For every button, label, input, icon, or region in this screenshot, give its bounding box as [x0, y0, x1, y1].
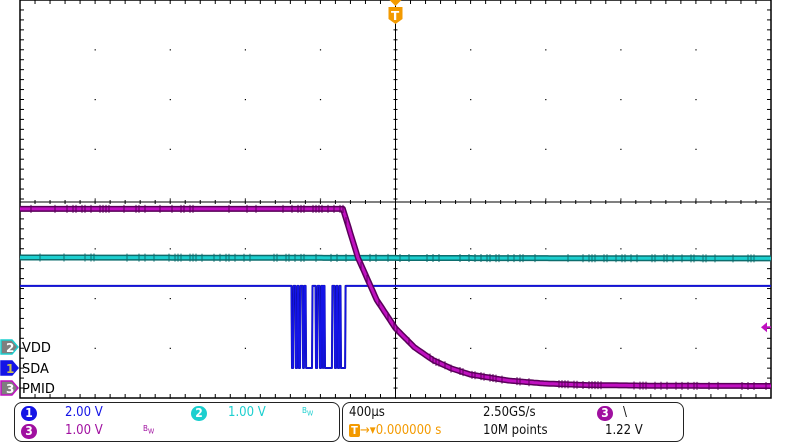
arrow-right-icon: →▾ — [360, 423, 376, 438]
time-per-division: 400µs — [349, 405, 385, 420]
grid-dot — [95, 248, 96, 249]
grid-dot — [620, 99, 621, 100]
trigger-channel-badge[interactable]: 3 — [597, 406, 613, 421]
channel-2-badge[interactable]: 2 — [191, 406, 207, 421]
channel-label-sda: SDA — [22, 362, 49, 377]
channel-1-badge[interactable]: 1 — [21, 406, 37, 421]
grid-dot — [470, 99, 471, 100]
grid-dot — [545, 348, 546, 349]
grid-dot — [95, 348, 96, 349]
grid-dot — [620, 149, 621, 150]
grid-dot — [695, 49, 696, 50]
channel-markers: 2 VDD 1 SDA 3 PMID T — [1, 0, 771, 397]
channel-label-pmid: PMID — [22, 382, 55, 397]
grid-dot — [95, 149, 96, 150]
grid-dot — [170, 298, 171, 299]
grid-dot — [95, 298, 96, 299]
grid-dot — [695, 99, 696, 100]
channel-1-ground-marker[interactable]: 1 SDA — [1, 361, 49, 377]
trigger-letter: T — [391, 9, 400, 23]
grid-dot — [170, 248, 171, 249]
grid-dot — [470, 248, 471, 249]
trigger-level-marker[interactable] — [761, 322, 771, 332]
grid-dot — [470, 348, 471, 349]
channel-3-badge[interactable]: 3 — [21, 424, 37, 439]
grid-dot — [320, 49, 321, 50]
channel-settings-panel[interactable]: 1 2.00 V 2 1.00 V BW 3 1.00 V BW — [14, 402, 340, 442]
trigger-slope-falling-icon: \ — [623, 405, 627, 420]
channel-2-scale: 1.00 V — [228, 405, 266, 420]
grid-dot — [620, 248, 621, 249]
grid-dot — [695, 298, 696, 299]
grid-dot — [245, 49, 246, 50]
channel-label-vdd: VDD — [22, 341, 51, 356]
grid-dot — [320, 99, 321, 100]
grid-dot — [320, 199, 321, 200]
grid-dot — [545, 149, 546, 150]
grid-dot — [470, 49, 471, 50]
grid-dot — [620, 348, 621, 349]
trigger-position-value: 0.000000 s — [376, 423, 442, 438]
grid-dot — [95, 49, 96, 50]
timebase-trigger-panel[interactable]: 400µs 2.50GS/s 3 \ T →▾0.000000 s 10M poi… — [342, 402, 684, 442]
grid-dot — [545, 298, 546, 299]
channel-2-bandwidth-limit: BW — [302, 406, 313, 418]
grid-dot — [470, 199, 471, 200]
grid-dot — [95, 99, 96, 100]
grid-dot — [245, 99, 246, 100]
trace-vdd — [20, 257, 771, 258]
bw-sub: W — [148, 428, 154, 436]
trigger-position-marker[interactable]: T — [389, 0, 403, 24]
ground-marker-number: 2 — [6, 341, 14, 355]
grid-dot — [170, 199, 171, 200]
graticule — [20, 0, 771, 399]
grid-dot — [245, 298, 246, 299]
channel-3-scale: 1.00 V — [65, 423, 103, 438]
grid-dot — [545, 248, 546, 249]
trigger-icon: T — [349, 424, 360, 437]
grid-dot — [470, 149, 471, 150]
record-length: 10M points — [483, 423, 548, 438]
ground-marker-number: 1 — [6, 362, 14, 376]
trigger-position: T →▾0.000000 s — [349, 423, 441, 438]
grid-dot — [545, 199, 546, 200]
grid-dot — [320, 149, 321, 150]
grid-dot — [620, 199, 621, 200]
grid-dot — [620, 298, 621, 299]
oscilloscope-display: 2 VDD 1 SDA 3 PMID T — [0, 0, 794, 400]
grid-dot — [620, 49, 621, 50]
channel-1-scale: 2.00 V — [65, 405, 103, 420]
grid-dot — [695, 348, 696, 349]
grid-dot — [245, 248, 246, 249]
grid-dot — [695, 199, 696, 200]
grid-dot — [545, 49, 546, 50]
grid-dot — [170, 348, 171, 349]
trigger-level: 1.22 V — [605, 423, 643, 438]
grid-dot — [695, 149, 696, 150]
grid-dot — [245, 199, 246, 200]
sample-rate: 2.50GS/s — [483, 405, 536, 420]
grid-dot — [470, 298, 471, 299]
grid-dot — [695, 248, 696, 249]
bw-sub: W — [307, 410, 313, 418]
grid-dot — [245, 149, 246, 150]
grid-dot — [170, 49, 171, 50]
grid-dot — [170, 149, 171, 150]
trigger-arrow — [390, 0, 402, 6]
grid-dot — [245, 348, 246, 349]
grid-dot — [170, 99, 171, 100]
grid-dot — [320, 248, 321, 249]
channel-2-ground-marker[interactable]: 2 VDD — [1, 340, 51, 356]
grid-dot — [95, 199, 96, 200]
grid-dot — [545, 99, 546, 100]
ground-marker-number: 3 — [6, 382, 14, 396]
channel-3-bandwidth-limit: BW — [143, 424, 154, 436]
channel-3-ground-marker[interactable]: 3 PMID — [1, 381, 55, 397]
